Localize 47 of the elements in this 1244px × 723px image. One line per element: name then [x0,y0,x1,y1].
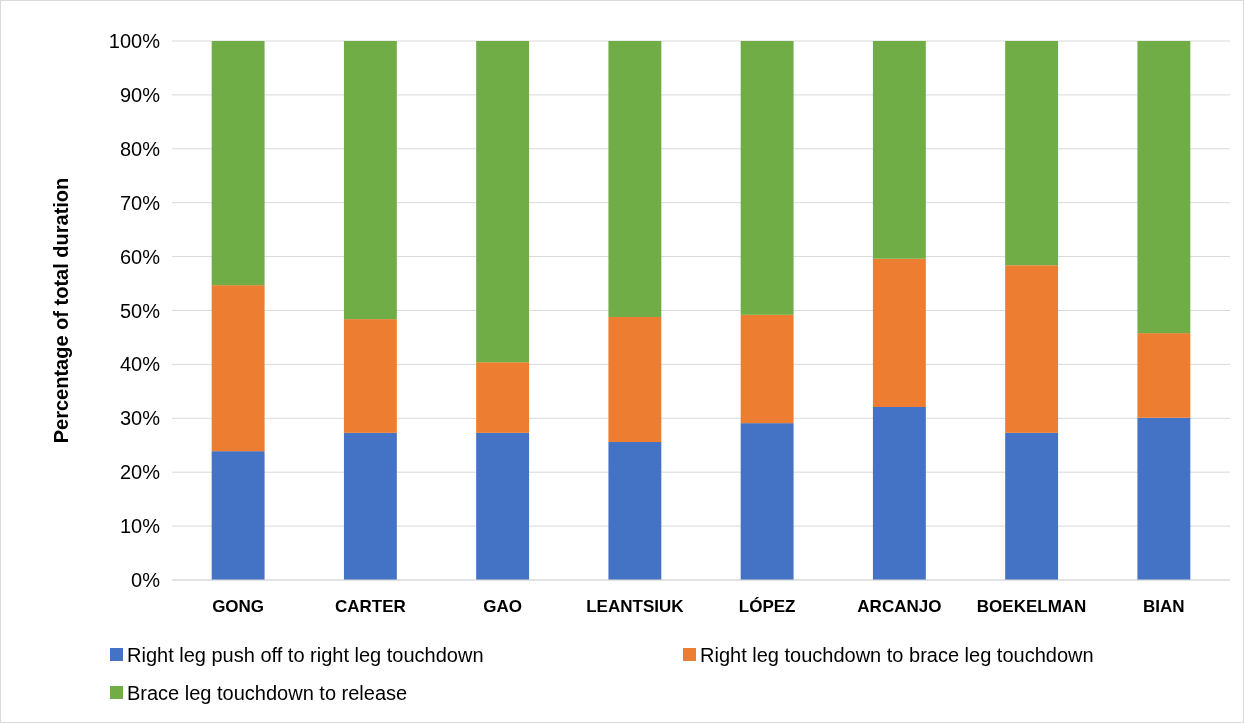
bar [343,41,397,320]
y-tick-label: 30% [119,407,161,430]
bar [740,41,794,315]
bar [1005,41,1059,266]
y-tick-label: 20% [119,461,161,484]
y-tick-label: 90% [119,83,161,106]
y-tick-label: 60% [119,245,161,268]
bar [476,432,530,580]
y-tick-label: 50% [119,299,161,322]
bar [872,41,926,259]
x-tick-label: LEANTSIUK [586,597,685,616]
y-tick-label: 80% [119,137,161,160]
x-tick-label: BIAN [1143,597,1185,616]
bar [343,432,397,580]
bar [740,423,794,580]
bar [211,285,265,452]
y-tick-label: 40% [119,353,161,376]
bar [872,258,926,407]
bar [1137,417,1191,580]
legend-label: Brace leg touchdown to release [127,682,408,704]
bar [608,316,662,443]
x-tick-label: GONG [212,597,265,616]
y-tick-label: 10% [119,515,161,538]
bar [211,41,265,286]
y-axis-title: Percentage of total duration [50,177,72,444]
bar [1137,41,1191,334]
y-tick-label: 100% [108,30,161,52]
bar [1005,265,1059,433]
bar [740,314,794,424]
bar [608,442,662,580]
bar [343,319,397,433]
bar [872,406,926,580]
bar [1137,333,1191,418]
x-tick-label: LÓPEZ [738,597,796,616]
bar [211,451,265,580]
y-tick-label: 0% [131,569,161,591]
bar [1005,432,1059,580]
legend-label: Right leg touchdown to brace leg touchdown [700,644,1094,666]
legend-label: Right leg push off to right leg touchdown [127,644,484,666]
bar [476,41,530,363]
bar [608,41,662,317]
x-tick-label: GAO [483,597,522,616]
bar [476,362,530,433]
x-tick-label: BOEKELMAN [976,597,1087,616]
y-tick-label: 70% [119,191,161,214]
x-tick-label: ARCANJO [857,597,942,616]
x-tick-label: CARTER [334,597,406,616]
